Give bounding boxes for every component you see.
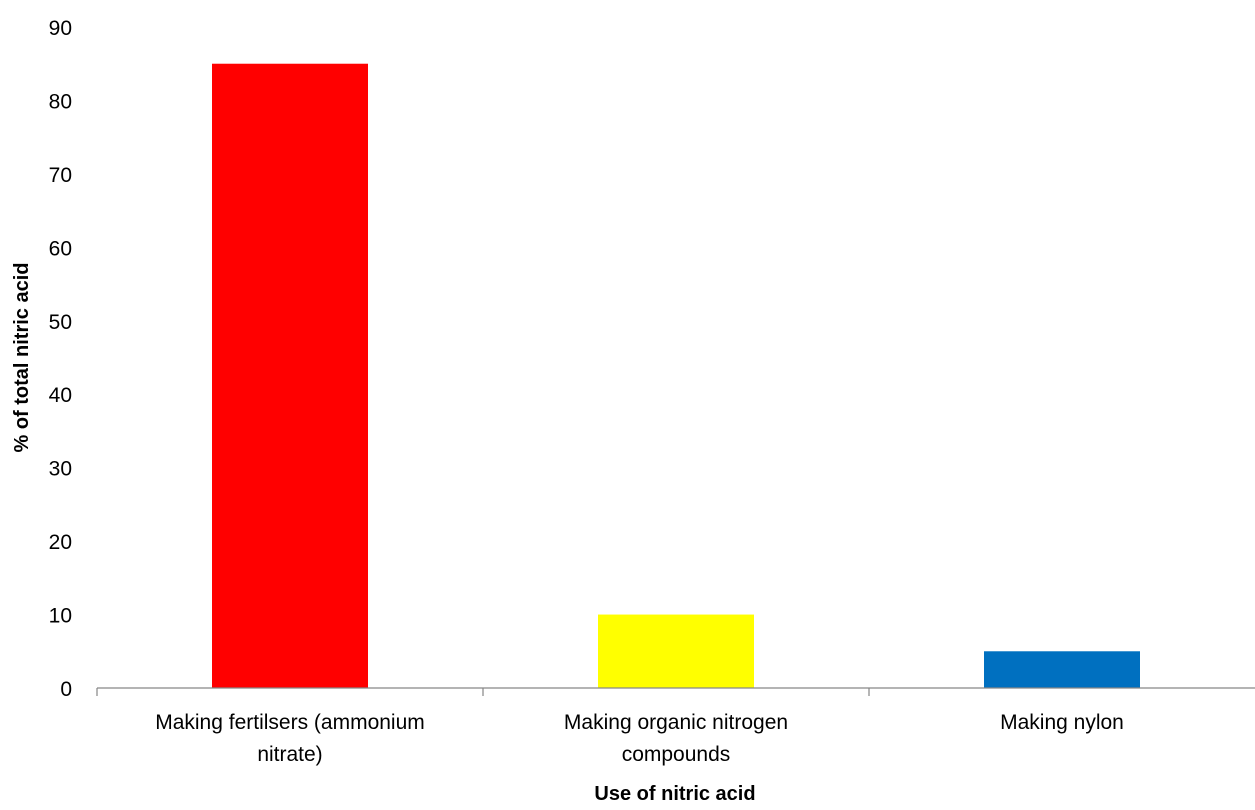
bars: [212, 63, 1140, 688]
y-tick-label: 0: [60, 678, 72, 701]
x-category-label-line: Making nylon: [1000, 711, 1124, 734]
y-tick-label: 30: [49, 458, 72, 481]
x-axis-ticks: [96, 688, 870, 696]
y-tick-label: 80: [49, 90, 72, 113]
x-axis-category-labels: Making fertilsers (ammonium nitrate)Makin…: [155, 711, 1124, 766]
x-category-label-line: compounds: [622, 743, 731, 766]
x-category-label-line: Making organic nitrogen: [564, 711, 788, 734]
y-tick-label: 90: [49, 17, 72, 40]
y-tick-label: 70: [49, 164, 72, 187]
x-axis-title: Use of nitric acid: [594, 783, 755, 805]
x-category-label-line: nitrate): [257, 743, 322, 766]
y-tick-label: 60: [49, 237, 72, 260]
y-tick-label: 50: [49, 311, 72, 334]
y-tick-label: 20: [49, 531, 72, 554]
x-category-label: Making fertilsers (ammonium nitrate): [155, 711, 425, 766]
y-tick-label: 10: [49, 605, 72, 628]
x-category-label: Making nylon: [1000, 711, 1124, 734]
x-category-label: Making organic nitrogen compounds: [564, 711, 788, 766]
bar: [984, 651, 1140, 688]
y-tick-label: 40: [49, 384, 72, 407]
bar: [598, 614, 754, 688]
bar: [212, 63, 368, 688]
x-category-label-line: Making fertilsers (ammonium: [155, 711, 425, 734]
y-axis-title: % of total nitric acid: [11, 262, 33, 452]
y-axis-ticks: 0 10 20 30 40 50 60 70 80 90: [49, 17, 72, 701]
